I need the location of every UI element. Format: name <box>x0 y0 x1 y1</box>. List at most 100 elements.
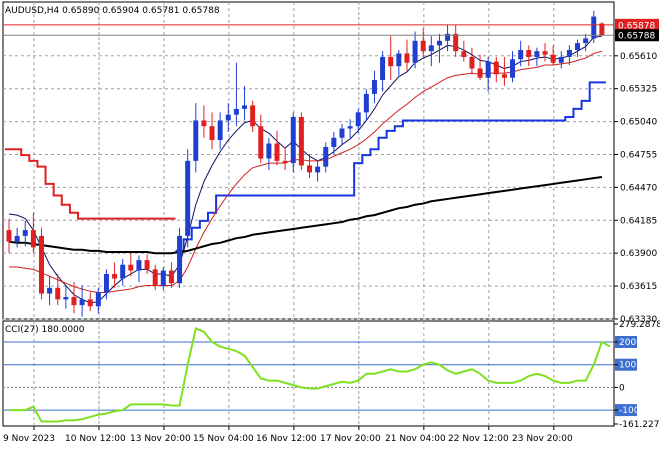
candle <box>445 24 451 52</box>
price-tag-bg <box>615 18 659 31</box>
candle-body <box>469 56 475 69</box>
candle <box>534 47 540 67</box>
candle-body <box>274 143 280 161</box>
candle <box>233 62 239 127</box>
candle <box>347 119 353 138</box>
candle <box>128 253 134 277</box>
price-tag-label: 0.65788 <box>618 32 655 42</box>
candle-body <box>575 43 581 51</box>
cci-tag-bg <box>615 358 637 371</box>
candle <box>185 149 191 248</box>
time-tick-label: 15 Nov 04:00 <box>193 434 254 444</box>
price-tag-bg <box>615 29 659 42</box>
candle <box>152 264 158 291</box>
candle <box>371 70 377 104</box>
candle-body <box>30 230 36 248</box>
candle <box>461 40 467 62</box>
candle <box>112 262 118 288</box>
candle <box>22 220 28 247</box>
candle-body <box>298 116 304 166</box>
candle-body <box>120 264 126 279</box>
price-tick-label: 0.63900 <box>620 249 657 259</box>
candle <box>501 56 507 86</box>
candle <box>217 112 223 150</box>
candle <box>575 39 581 57</box>
candle <box>380 51 386 92</box>
cci-tick-label: 0 <box>619 383 625 393</box>
candle <box>120 258 126 286</box>
candle <box>160 267 166 291</box>
candle <box>453 24 459 57</box>
candle-body <box>250 105 256 127</box>
candle <box>71 282 77 314</box>
cci-tick-label: 279.2878 <box>619 320 660 330</box>
candle-body <box>307 165 312 173</box>
candle <box>193 103 199 173</box>
candle <box>420 28 426 57</box>
candle <box>566 45 572 66</box>
candle <box>550 45 556 66</box>
candle <box>136 255 142 283</box>
candle <box>331 131 337 154</box>
candle <box>38 227 44 300</box>
candle <box>510 51 516 83</box>
candle-body <box>225 114 231 121</box>
candle-body <box>591 16 597 39</box>
candle-body <box>315 166 321 173</box>
candle-body <box>599 23 605 36</box>
candle <box>266 137 272 171</box>
candle <box>6 218 12 254</box>
axis-layer: 0.65610 0.65325 0.65040 0.64755 0.64470 0.641… <box>3 18 660 444</box>
grid-layer <box>2 1 615 427</box>
candle-body <box>128 264 134 271</box>
candle-body <box>396 53 402 67</box>
candle <box>242 85 248 121</box>
candle-body <box>87 299 93 307</box>
candle-body <box>445 33 451 41</box>
candle-body <box>95 292 101 307</box>
candle <box>363 89 369 121</box>
candle-body <box>14 235 20 242</box>
cci-line <box>9 326 611 423</box>
candle <box>274 130 280 166</box>
candle-body <box>47 287 53 294</box>
ema-mid-line <box>9 50 603 293</box>
candle-body <box>388 56 394 67</box>
candle-body <box>152 269 158 286</box>
candle-body <box>242 105 248 109</box>
candle <box>396 50 402 76</box>
candle-body <box>233 108 239 115</box>
candle-body <box>510 59 516 78</box>
price-tick-label: 0.64470 <box>620 183 657 193</box>
candle-body <box>201 120 207 127</box>
candle <box>477 54 483 81</box>
candle <box>290 112 296 173</box>
cci-tick-label: 200 <box>619 338 636 348</box>
time-tick-label: 17 Nov 20:00 <box>320 434 381 444</box>
candle <box>250 100 256 132</box>
candle-body <box>534 51 540 57</box>
cci-layer <box>3 326 614 423</box>
candle-body <box>542 51 548 55</box>
cci-panel-frame <box>2 320 615 427</box>
time-tick-label: 9 Nov 2023 <box>3 434 55 444</box>
candle <box>47 276 53 306</box>
candle <box>315 160 321 182</box>
ema-long-line <box>8 176 603 255</box>
candle-body <box>331 137 337 147</box>
candle <box>436 33 442 63</box>
candle <box>493 56 499 83</box>
candle <box>177 227 183 288</box>
candle <box>168 262 174 288</box>
candle <box>63 285 69 309</box>
time-tick-label: 16 Nov 12:00 <box>256 434 317 444</box>
candle-body <box>144 260 150 270</box>
price-layer <box>3 10 614 317</box>
candle <box>307 153 312 179</box>
candle <box>201 105 207 138</box>
candle-body <box>583 38 589 44</box>
stop-line-0 <box>4 148 176 220</box>
price-tick-label: 0.64755 <box>620 150 657 160</box>
candle <box>323 142 329 173</box>
